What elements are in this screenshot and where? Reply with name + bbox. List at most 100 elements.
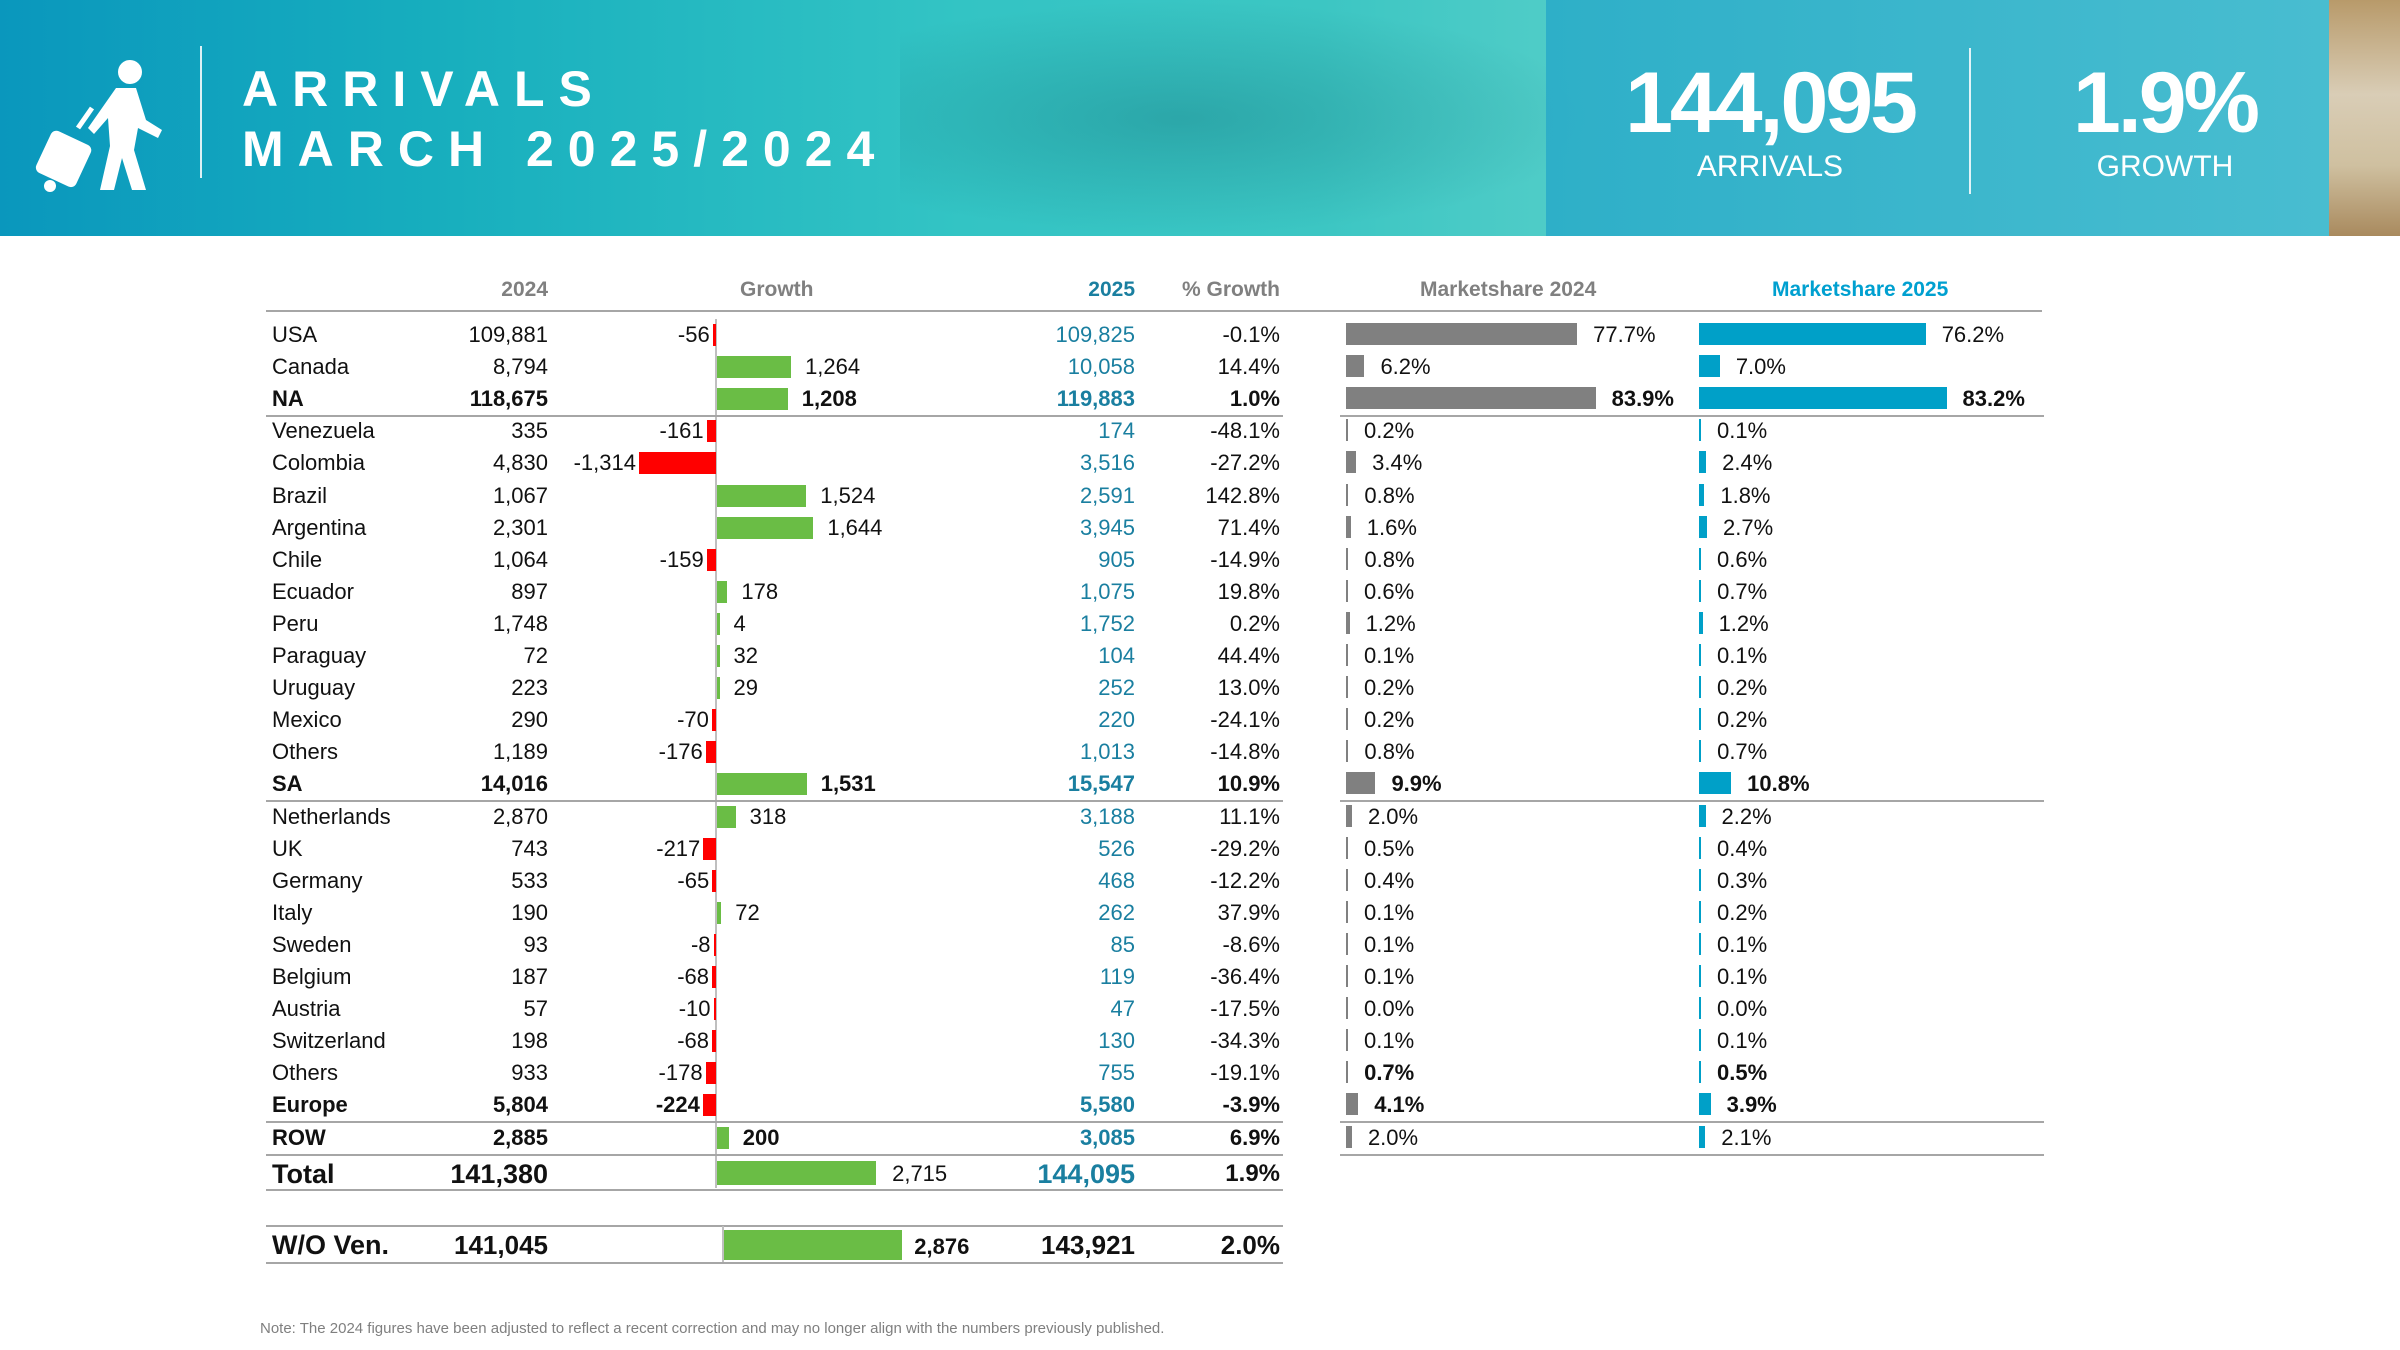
marketshare-2025-bar — [1699, 772, 1732, 795]
value-2024: 109,881 — [468, 322, 548, 347]
group-separator — [1340, 800, 2044, 803]
total-rule — [266, 1189, 1283, 1191]
pct-growth: -27.2% — [1210, 450, 1280, 476]
growth-bar — [717, 773, 807, 796]
pct-growth: 0.2% — [1229, 610, 1280, 636]
country-name: Italy — [272, 899, 313, 925]
growth-bar — [638, 452, 716, 475]
marketshare-2025-label: 0.1% — [1717, 964, 1768, 989]
marketshare-2025-label: 83.2% — [1962, 386, 2025, 412]
country-name: Ecuador — [272, 578, 354, 604]
marketshare-2024-label: 0.1% — [1364, 964, 1415, 989]
growth-bar — [706, 420, 716, 443]
group-separator — [266, 1153, 1283, 1156]
value-2024: 2,885 — [492, 1124, 548, 1150]
marketshare-2025-label: 7.0% — [1735, 354, 1786, 380]
marketshare-2024-bar — [1346, 900, 1348, 923]
country-name: NA — [272, 386, 304, 412]
growth-label: -56 — [677, 322, 710, 347]
marketshare-2025-bar — [1699, 387, 1947, 410]
marketshare-2025-bar — [1699, 419, 1701, 442]
growth-label: -178 — [658, 1060, 703, 1086]
wo-ven-label: W/O Ven. — [272, 1230, 390, 1260]
pct-growth: -3.9% — [1222, 1092, 1280, 1118]
marketshare-2024-label: 3.4% — [1372, 450, 1423, 476]
pct-growth: 13.0% — [1217, 675, 1280, 701]
growth-label: 178 — [741, 578, 779, 604]
marketshare-2024-bar — [1346, 355, 1365, 378]
marketshare-2025-bar — [1699, 611, 1703, 634]
growth-bar — [717, 805, 736, 828]
value-2025: 10,058 — [1067, 354, 1135, 380]
growth-bar — [717, 516, 814, 539]
growth-label: -8 — [690, 931, 711, 957]
wo-ven-pct-growth: 2.0% — [1220, 1230, 1280, 1260]
country-name: UK — [272, 835, 303, 861]
value-2024: 2,870 — [492, 803, 548, 829]
growth-label: 29 — [733, 675, 758, 701]
value-2025: 526 — [1098, 835, 1135, 861]
value-2025: 3,085 — [1079, 1124, 1135, 1150]
growth-bar — [717, 677, 720, 700]
marketshare-2025-bar — [1699, 997, 1701, 1020]
value-2024: 533 — [511, 867, 548, 893]
marketshare-2024-label: 1.6% — [1366, 514, 1417, 540]
marketshare-2025-label: 2.7% — [1723, 514, 1774, 540]
value-2025: 905 — [1098, 546, 1135, 572]
group-separator — [266, 415, 1283, 418]
marketshare-2024-bar — [1346, 611, 1350, 634]
growth-label: 72 — [735, 899, 760, 925]
pct-growth: -8.6% — [1222, 931, 1280, 957]
marketshare-2024-bar — [1346, 804, 1352, 827]
marketshare-2025-label: 1.8% — [1720, 482, 1771, 508]
marketshare-2024-label: 0.4% — [1364, 867, 1415, 893]
header-rule — [266, 310, 2042, 312]
growth-label: -68 — [677, 964, 710, 989]
marketshare-2024-label: 0.1% — [1364, 931, 1415, 957]
marketshare-2025-label: 1.2% — [1718, 610, 1769, 636]
marketshare-2024-label: 83.9% — [1611, 386, 1674, 412]
marketshare-2025-label: 0.2% — [1717, 675, 1768, 701]
country-name: SA — [272, 771, 303, 797]
marketshare-2024-bar — [1346, 1029, 1348, 1052]
pct-growth: 10.9% — [1217, 771, 1280, 797]
growth-bar — [712, 869, 716, 892]
kpi-divider — [1969, 48, 1971, 194]
marketshare-2025-label: 0.6% — [1717, 546, 1768, 572]
growth-label: 1,644 — [827, 514, 883, 540]
growth-bar — [712, 324, 716, 346]
value-2025: 252 — [1098, 675, 1135, 701]
group-separator — [1340, 1153, 2044, 1156]
value-2024: 1,189 — [492, 739, 548, 765]
growth-bar — [712, 1030, 716, 1053]
growth-bar — [705, 1062, 716, 1085]
table-row: SA 14,016 1,531 15,547 10.9% 9.9% 10.8% — [0, 768, 2400, 800]
marketshare-2024-label: 1.2% — [1365, 610, 1416, 636]
marketshare-2024-bar — [1346, 323, 1578, 345]
title-divider — [200, 46, 202, 178]
pct-growth: 1.0% — [1229, 386, 1280, 412]
table-row: Ecuador 897 178 1,075 19.8% 0.6% 0.7% — [0, 576, 2400, 608]
pct-growth: -36.4% — [1210, 964, 1280, 989]
value-2024: 335 — [511, 418, 548, 444]
wo-ven-top-rule — [266, 1225, 1283, 1227]
marketshare-2024-bar — [1346, 515, 1351, 538]
growth-axis — [715, 319, 717, 1188]
growth-label: -224 — [655, 1092, 700, 1118]
table-row: UK 743 -217 526 -29.2% 0.5% 0.4% — [0, 833, 2400, 865]
table-row: Paraguay 72 32 104 44.4% 0.1% 0.1% — [0, 640, 2400, 672]
pct-growth: 37.9% — [1217, 899, 1280, 925]
marketshare-2024-label: 0.2% — [1364, 707, 1415, 733]
marketshare-2024-bar — [1346, 836, 1348, 859]
country-name: Brazil — [272, 482, 328, 508]
country-name: Mexico — [272, 707, 342, 733]
growth-bar — [717, 901, 722, 924]
pct-growth: 44.4% — [1217, 643, 1280, 668]
country-name: Switzerland — [272, 1028, 386, 1054]
beach-photo — [2329, 0, 2400, 236]
marketshare-2024-bar — [1346, 547, 1349, 570]
growth-label: -10 — [678, 996, 711, 1022]
growth-label: 1,208 — [801, 386, 857, 412]
table-row: Sweden 93 -8 85 -8.6% 0.1% 0.1% — [0, 929, 2400, 961]
country-name: Uruguay — [272, 675, 356, 701]
